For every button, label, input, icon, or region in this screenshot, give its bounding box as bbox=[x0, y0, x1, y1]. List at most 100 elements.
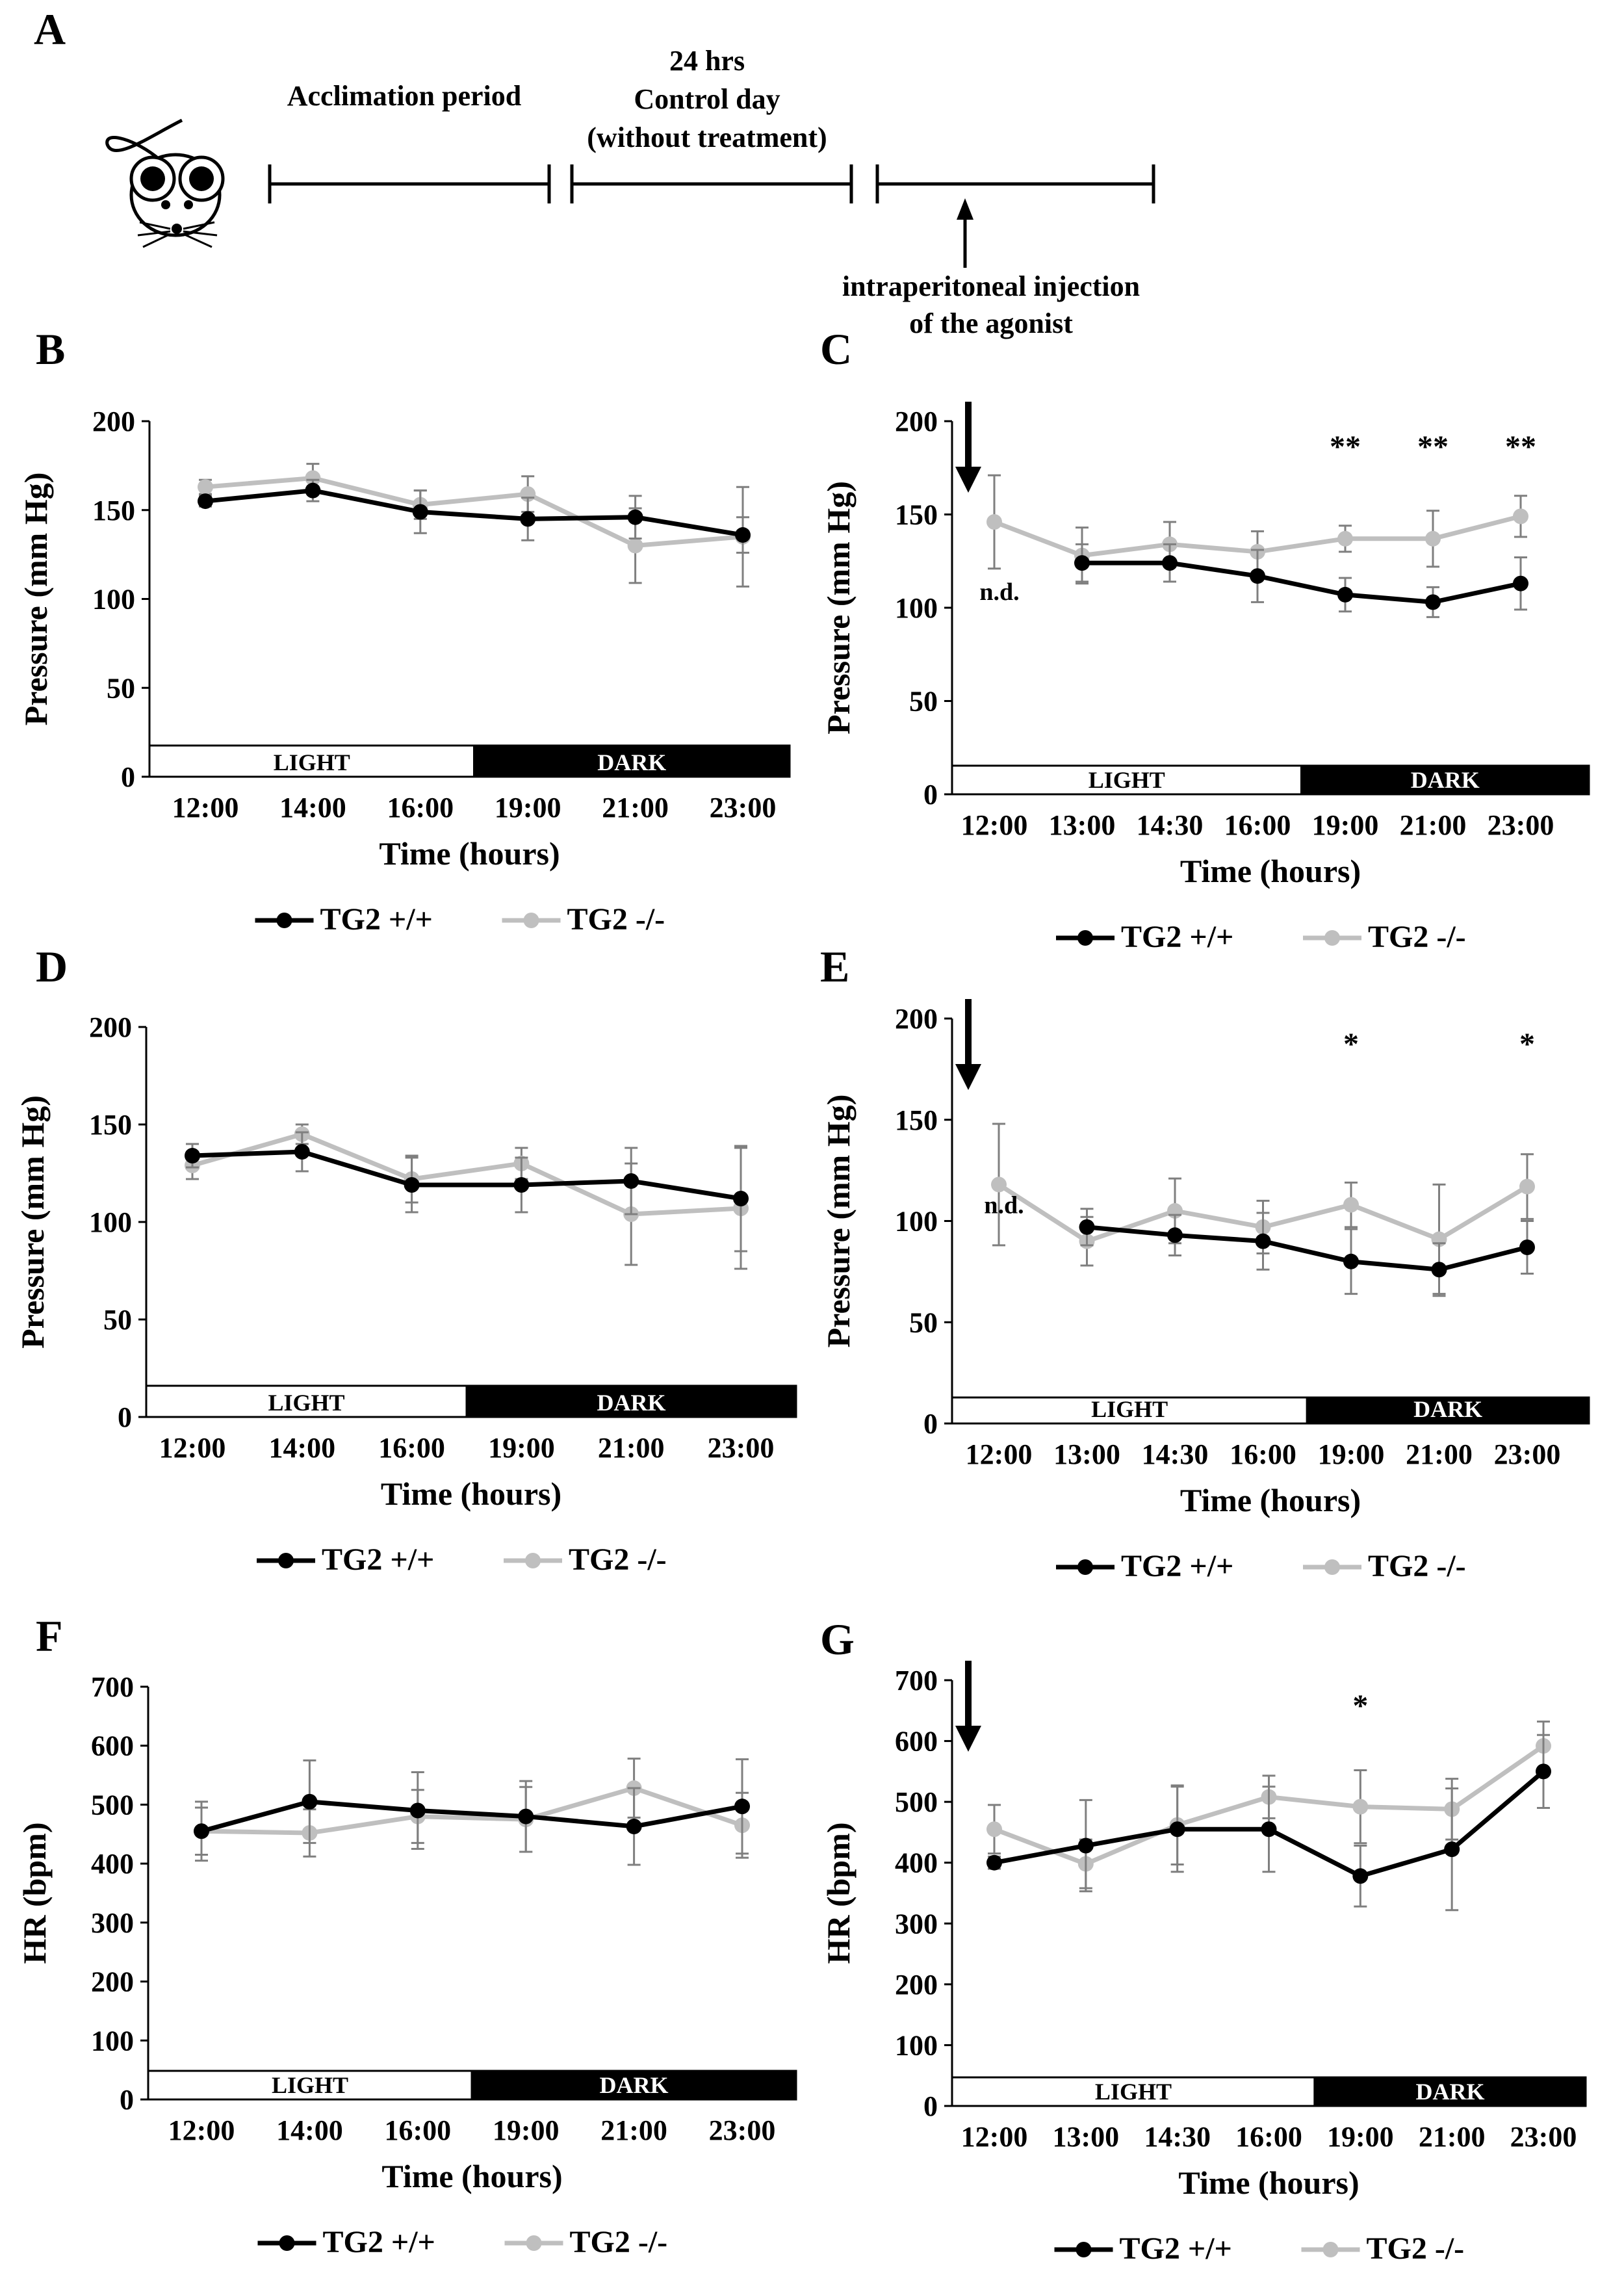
x-axis-title: Time (hours) bbox=[381, 2158, 562, 2194]
series-tg2-wt bbox=[185, 1131, 749, 1253]
injection-label-line2: of the agonist bbox=[909, 307, 1073, 339]
legend-label-tg2-ko: TG2 -/- bbox=[569, 1542, 667, 1577]
light-band-label: LIGHT bbox=[268, 1390, 344, 1416]
x-tick-label: 14:00 bbox=[268, 1432, 335, 1464]
data-point bbox=[1425, 594, 1441, 610]
y-axis-title: Pressure (mm Hg) bbox=[14, 1095, 51, 1349]
x-tick-label: 21:00 bbox=[600, 2114, 667, 2146]
x-tick-label: 14:00 bbox=[279, 792, 346, 824]
y-axis-title: Pressure (mm Hg) bbox=[18, 473, 54, 726]
data-point bbox=[1074, 555, 1090, 571]
data-point bbox=[1519, 1239, 1535, 1255]
series-tg2-wt bbox=[1079, 1208, 1535, 1297]
y-tick-label: 700 bbox=[91, 1671, 134, 1703]
chart-panel-c: C 0 50 100 150 200 LIGHT DARK 12:00 13:00 14:30 16:… bbox=[820, 324, 1590, 954]
data-point bbox=[986, 513, 1002, 530]
light-band-label: LIGHT bbox=[1095, 2079, 1172, 2105]
panel-a-scheme: A Acclimation pe bbox=[34, 5, 1155, 339]
significance-marker: ** bbox=[1330, 430, 1361, 464]
light-band bbox=[147, 2070, 473, 2101]
data-point bbox=[1343, 1253, 1359, 1269]
x-tick-label: 16:00 bbox=[1224, 809, 1291, 841]
x-tick-label: 16:00 bbox=[387, 792, 454, 824]
legend-label-tg2-ko: TG2 -/- bbox=[570, 2225, 668, 2259]
y-tick-label: 400 bbox=[895, 1847, 938, 1879]
x-tick-label: 14:30 bbox=[1142, 1438, 1209, 1470]
chart-panel-f: F 0 100 200 300 400 500 600 700 LIGHT DARK 12:00 14:… bbox=[16, 1611, 797, 2259]
legend-label-tg2-wt: TG2 +/+ bbox=[320, 902, 433, 937]
x-tick-label: 21:00 bbox=[1419, 2121, 1486, 2153]
panel-label: G bbox=[820, 1615, 855, 1664]
legend-label-tg2-wt: TG2 +/+ bbox=[322, 1542, 434, 1577]
legend-marker bbox=[1324, 930, 1340, 946]
legend-marker bbox=[523, 913, 539, 928]
y-tick-label: 0 bbox=[121, 761, 135, 793]
y-axis-title: Pressure (mm Hg) bbox=[820, 1095, 857, 1348]
y-tick-label: 100 bbox=[89, 1206, 132, 1238]
data-point bbox=[404, 1177, 420, 1193]
y-tick-label: 0 bbox=[118, 1401, 132, 1433]
injection-arrow-icon bbox=[955, 1064, 981, 1090]
legend-label-tg2-wt: TG2 +/+ bbox=[1121, 1549, 1233, 1583]
x-tick-label: 16:00 bbox=[384, 2114, 451, 2146]
x-tick-label: 23:00 bbox=[709, 2114, 776, 2146]
data-point bbox=[1077, 1838, 1094, 1854]
light-band-label: LIGHT bbox=[1089, 767, 1165, 793]
data-point bbox=[1261, 1821, 1277, 1838]
light-band-label: LIGHT bbox=[1091, 1396, 1168, 1422]
y-tick-label: 100 bbox=[91, 2025, 134, 2057]
data-point bbox=[305, 482, 321, 499]
x-axis-title: Time (hours) bbox=[379, 835, 560, 872]
x-tick-label: 12:00 bbox=[966, 1438, 1033, 1470]
x-axis-title: Time (hours) bbox=[1180, 853, 1361, 889]
x-tick-label: 13:00 bbox=[1049, 809, 1116, 841]
significance-marker: ** bbox=[1505, 430, 1536, 464]
data-point bbox=[198, 493, 213, 510]
legend: TG2 +/+ TG2 -/- bbox=[1056, 1549, 1466, 1583]
series-line bbox=[205, 488, 743, 538]
y-tick-label: 200 bbox=[895, 1003, 938, 1035]
series-line bbox=[192, 1132, 741, 1217]
chart-panel-b: B 0 50 100 150 200 LIGHT DARK 12:00 14:00 16:00 19:… bbox=[18, 324, 791, 937]
y-tick-label: 700 bbox=[895, 1665, 938, 1696]
data-point bbox=[1352, 1868, 1369, 1884]
series-line bbox=[192, 1149, 741, 1201]
legend-marker bbox=[525, 1553, 541, 1568]
series-tg2-wt bbox=[1074, 543, 1528, 618]
injection-arrow-icon bbox=[955, 1726, 981, 1752]
significance-marker: ** bbox=[1417, 430, 1449, 464]
y-tick-label: 50 bbox=[103, 1304, 132, 1336]
data-point bbox=[735, 527, 751, 543]
chart-panel-e: E 0 50 100 150 200 LIGHT DARK 12:00 13:00 14:30 16:… bbox=[820, 942, 1590, 1583]
x-tick-label: 23:00 bbox=[708, 1432, 775, 1464]
x-tick-label: 23:00 bbox=[1494, 1438, 1561, 1470]
dark-band-label: DARK bbox=[600, 2072, 669, 2098]
panel-label: E bbox=[820, 942, 849, 991]
x-tick-label: 12:00 bbox=[172, 792, 239, 824]
x-tick-label: 19:00 bbox=[488, 1432, 555, 1464]
legend-marker bbox=[1077, 1559, 1093, 1575]
data-point bbox=[198, 479, 213, 495]
series-tg2-wt bbox=[986, 1734, 1551, 1912]
significance-marker: * bbox=[1343, 1027, 1359, 1061]
data-point bbox=[185, 1148, 200, 1163]
legend: TG2 +/+ TG2 -/- bbox=[257, 2225, 668, 2259]
data-point bbox=[1536, 1763, 1551, 1780]
x-tick-label: 19:00 bbox=[493, 2114, 560, 2146]
light-band-label: LIGHT bbox=[274, 749, 350, 775]
x-tick-label: 12:00 bbox=[961, 809, 1028, 841]
x-axis-title: Time (hours) bbox=[1178, 2164, 1359, 2201]
chart-panel-d: D 0 50 100 150 200 LIGHT DARK 12:00 14:00 16:00 19:… bbox=[14, 942, 797, 1577]
mouse-icon bbox=[105, 118, 225, 248]
y-tick-label: 200 bbox=[89, 1011, 132, 1043]
x-tick-label: 16:00 bbox=[378, 1432, 445, 1464]
y-tick-label: 0 bbox=[923, 1408, 938, 1440]
x-tick-label: 19:00 bbox=[1318, 1438, 1385, 1470]
data-point bbox=[1079, 1219, 1095, 1235]
x-tick-label: 16:00 bbox=[1235, 2121, 1302, 2153]
data-point bbox=[1519, 1178, 1535, 1195]
significance-marker: * bbox=[1519, 1027, 1535, 1061]
series-line bbox=[201, 1799, 743, 1834]
data-point bbox=[518, 1808, 534, 1825]
light-band-label: LIGHT bbox=[272, 2072, 348, 2098]
